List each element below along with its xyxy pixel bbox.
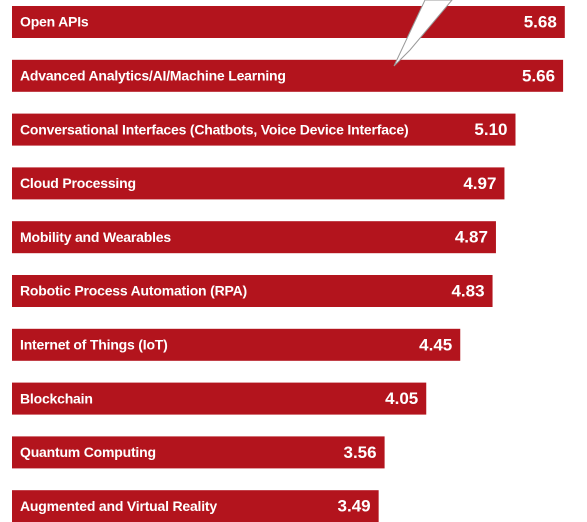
value-label: 4.97 [463,174,496,193]
bar [12,328,461,361]
bar-label: Quantum Computing [20,444,156,460]
value-label: 4.45 [419,335,452,354]
value-label: 3.49 [338,497,371,516]
callout-tail [393,0,453,67]
bar [12,382,427,415]
bar [12,275,493,307]
bars: Open APIs 5.68 Advanced Analytics/AI/Machi… [12,6,565,522]
bar-label: Mobility and Wearables [20,229,171,245]
value-label: 5.68 [524,12,557,31]
bar [12,490,379,522]
bar-label: Blockchain [20,390,93,406]
bar [12,167,505,200]
bar [12,59,564,92]
bar-label: Open APIs [20,14,89,30]
bar-label: Cloud Processing [20,175,136,191]
value-label: 3.56 [344,443,377,462]
value-label: 4.05 [385,389,418,408]
bar-label: Advanced Analytics/AI/Machine Learning [20,68,286,84]
value-label: 4.83 [451,281,484,300]
bar-label: Augmented and Virtual Reality [20,498,217,514]
bar [12,436,385,469]
bar [12,6,565,38]
bar-label: Robotic Process Automation (RPA) [20,283,247,299]
value-label: 5.10 [474,120,507,139]
bar-label: Conversational Interfaces (Chatbots, Voi… [20,121,408,137]
value-label: 5.66 [522,66,555,85]
bar-label: Internet of Things (IoT) [20,337,168,353]
value-label: 4.87 [455,228,488,247]
bar [12,113,516,146]
bar [12,221,496,254]
